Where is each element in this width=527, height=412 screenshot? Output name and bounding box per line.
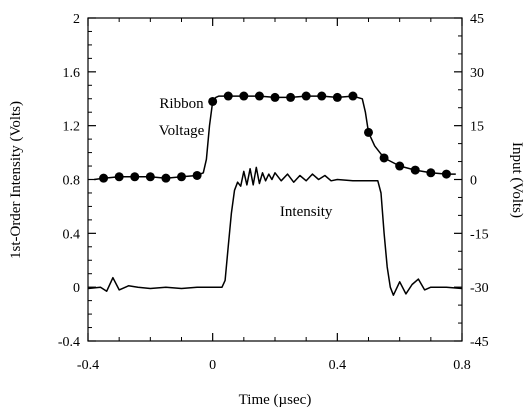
data-point — [254, 91, 264, 101]
y2-tick-label: 0 — [470, 174, 477, 189]
x-tick-label: -0.4 — [77, 358, 99, 373]
data-point — [364, 127, 373, 137]
y2-axis-label: Input (Volts) — [509, 142, 525, 218]
data-point — [286, 92, 296, 102]
series-layer — [87, 91, 463, 296]
data-point — [114, 172, 124, 182]
annotation: Intensity — [280, 204, 333, 220]
y-tick-label: 1.6 — [63, 66, 81, 81]
data-point — [161, 173, 171, 183]
y-tick-label: 2 — [73, 12, 80, 27]
data-point — [317, 91, 327, 101]
data-point — [99, 173, 109, 183]
y-tick-label: 0 — [73, 281, 80, 296]
y2-tick-label: -45 — [470, 335, 489, 350]
y-tick-label: 0.8 — [63, 174, 81, 189]
y2-tick-label: -30 — [470, 281, 489, 296]
annotation: Voltage — [159, 123, 205, 139]
y2-tick-label: 15 — [470, 120, 484, 135]
y-axis-label: 1st-Order Intensity (Volts) — [8, 101, 24, 259]
data-point — [332, 92, 342, 102]
data-point — [223, 91, 233, 101]
data-point — [410, 165, 420, 175]
x-tick-label: 0.8 — [453, 358, 471, 373]
data-point — [395, 161, 405, 171]
axis-ticks — [87, 17, 463, 342]
x-tick-label: 0 — [209, 358, 216, 373]
data-point — [348, 91, 358, 101]
y-tick-label: 1.2 — [63, 120, 81, 135]
series-line-intensity — [87, 166, 463, 296]
y-tick-label: -0.4 — [58, 335, 80, 350]
data-point — [270, 92, 280, 102]
y-tick-label: 0.4 — [63, 227, 81, 242]
y2-tick-label: -15 — [470, 227, 489, 242]
data-point — [145, 172, 155, 182]
data-point — [192, 170, 202, 180]
data-point — [379, 153, 389, 163]
data-point — [301, 91, 311, 101]
label-layer: -0.4 0 0.4 0.8 -0.4 0 0.4 0.8 1.2 1.6 2 -45 -30 -15 0 1… — [58, 12, 489, 373]
y2-tick-label: 45 — [470, 12, 484, 27]
data-point — [208, 96, 218, 106]
y2-tick-label: 30 — [470, 66, 484, 81]
data-point — [130, 172, 140, 182]
x-axis-label: Time (µsec) — [239, 392, 312, 408]
data-point — [441, 169, 451, 179]
data-point — [426, 168, 436, 178]
annotation: Ribbon — [159, 96, 204, 112]
data-point — [177, 172, 186, 182]
data-point — [239, 91, 249, 101]
x-tick-label: 0.4 — [329, 358, 347, 373]
